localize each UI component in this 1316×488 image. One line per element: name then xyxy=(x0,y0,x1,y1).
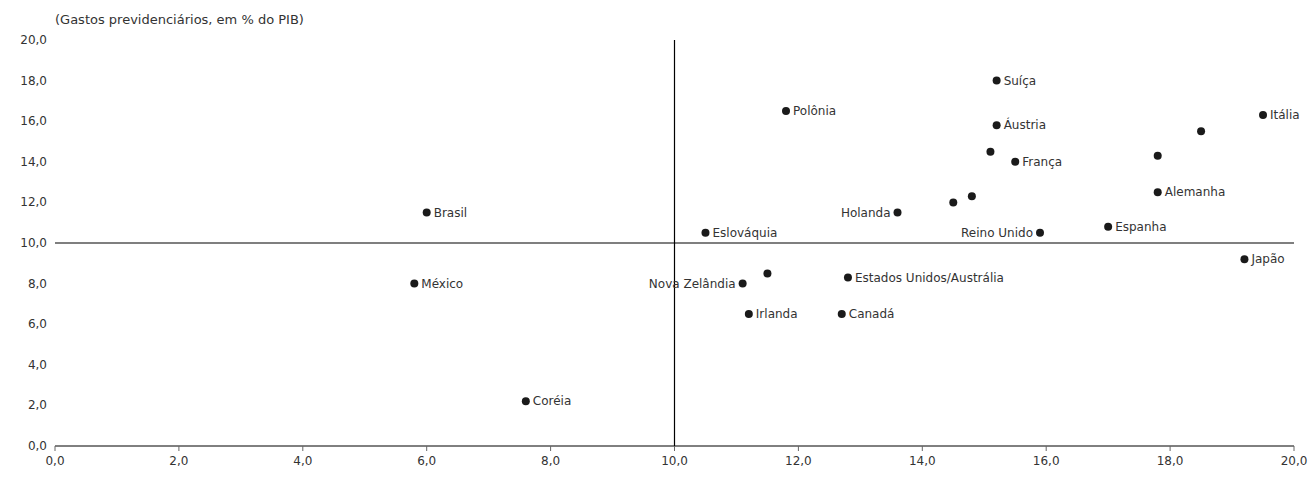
x-tick-label: 6,0 xyxy=(417,454,436,468)
point-label: Holanda xyxy=(841,206,891,220)
y-tick-label: 12,0 xyxy=(20,195,47,209)
x-tick-label: 2,0 xyxy=(169,454,188,468)
x-tick xyxy=(550,446,551,451)
point xyxy=(1104,223,1112,231)
x-tick-label: 0,0 xyxy=(45,454,64,468)
x-tick xyxy=(798,446,799,451)
y-tick-label: 10,0 xyxy=(20,236,47,250)
x-tick-label: 4,0 xyxy=(293,454,312,468)
point-label: Canadá xyxy=(849,307,895,321)
point xyxy=(782,107,790,115)
point xyxy=(1036,229,1044,237)
point-label: México xyxy=(421,277,463,291)
point-label: Coréia xyxy=(533,394,571,408)
reference-vline xyxy=(674,40,675,446)
points xyxy=(410,77,1267,406)
y-tick-label: 4,0 xyxy=(28,358,47,372)
point xyxy=(1259,111,1267,119)
point xyxy=(993,77,1001,85)
point-label: Estados Unidos/Austrália xyxy=(855,271,1004,285)
title: (Gastos previdenciários, em % do PIB) xyxy=(55,12,304,27)
y-tick-label: 16,0 xyxy=(20,114,47,128)
x-tick-label: 10,0 xyxy=(661,454,688,468)
x-axis: 0,0 2,0 4,0 6,0 8,0 10,0 12,0 14,0 16,0 18,0 20,0 xyxy=(45,446,1307,468)
point xyxy=(701,229,709,237)
point-label: Brasil xyxy=(434,206,467,220)
point-label: Nova Zelândia xyxy=(649,277,736,291)
point-label: Reino Unido xyxy=(961,226,1033,240)
y-tick-label: 14,0 xyxy=(20,155,47,169)
point-label: Japão xyxy=(1250,252,1284,266)
y-tick-label: 18,0 xyxy=(20,74,47,88)
x-tick xyxy=(55,446,56,451)
point-label: Espanha xyxy=(1115,220,1166,234)
point xyxy=(844,274,852,282)
point xyxy=(1154,152,1162,160)
point xyxy=(1011,158,1019,166)
point xyxy=(894,209,902,217)
point-label: Irlanda xyxy=(756,307,798,321)
y-tick-label: 0,0 xyxy=(28,439,47,453)
point xyxy=(739,280,747,288)
point xyxy=(1197,127,1205,135)
point-label: Itália xyxy=(1270,108,1300,122)
x-tick xyxy=(178,446,179,451)
point-label: Áustria xyxy=(1004,117,1046,132)
x-tick xyxy=(674,446,675,451)
point xyxy=(745,310,753,318)
point xyxy=(410,280,418,288)
point-labels: Brasil México Coréia Polônia Eslováquia Holan… xyxy=(421,74,1299,409)
y-tick-label: 8,0 xyxy=(28,277,47,291)
x-tick xyxy=(1046,446,1047,451)
point-label: França xyxy=(1022,155,1062,169)
point-label: Suíça xyxy=(1004,74,1037,88)
x-tick-label: 8,0 xyxy=(541,454,560,468)
x-tick xyxy=(426,446,427,451)
point xyxy=(763,269,771,277)
x-tick xyxy=(302,446,303,451)
point-label: Eslováquia xyxy=(712,226,777,240)
y-tick-label: 2,0 xyxy=(28,398,47,412)
x-tick-label: 14,0 xyxy=(909,454,936,468)
x-tick-label: 18,0 xyxy=(1157,454,1184,468)
y-axis: 0,0 2,0 4,0 6,0 8,0 10,0 12,0 14,0 16,0 18,0 20,0 xyxy=(20,33,47,453)
point xyxy=(986,148,994,156)
x-tick xyxy=(1294,446,1295,451)
point xyxy=(522,397,530,405)
x-tick-label: 16,0 xyxy=(1033,454,1060,468)
point xyxy=(968,192,976,200)
point xyxy=(993,121,1001,129)
point xyxy=(423,209,431,217)
y-tick-label: 6,0 xyxy=(28,317,47,331)
point xyxy=(838,310,846,318)
x-tick xyxy=(1170,446,1171,451)
point xyxy=(1154,188,1162,196)
reference-lines xyxy=(55,40,1294,446)
x-tick-label: 12,0 xyxy=(785,454,812,468)
point xyxy=(1240,255,1248,263)
x-tick xyxy=(922,446,923,451)
point xyxy=(949,198,957,206)
chart: (Gastos previdenciários, em % do PIB) 0,0… xyxy=(0,0,1316,488)
y-tick-label: 20,0 xyxy=(20,33,47,47)
point-label: Alemanha xyxy=(1165,185,1226,199)
x-tick-label: 20,0 xyxy=(1281,454,1308,468)
point-label: Polônia xyxy=(793,104,836,118)
